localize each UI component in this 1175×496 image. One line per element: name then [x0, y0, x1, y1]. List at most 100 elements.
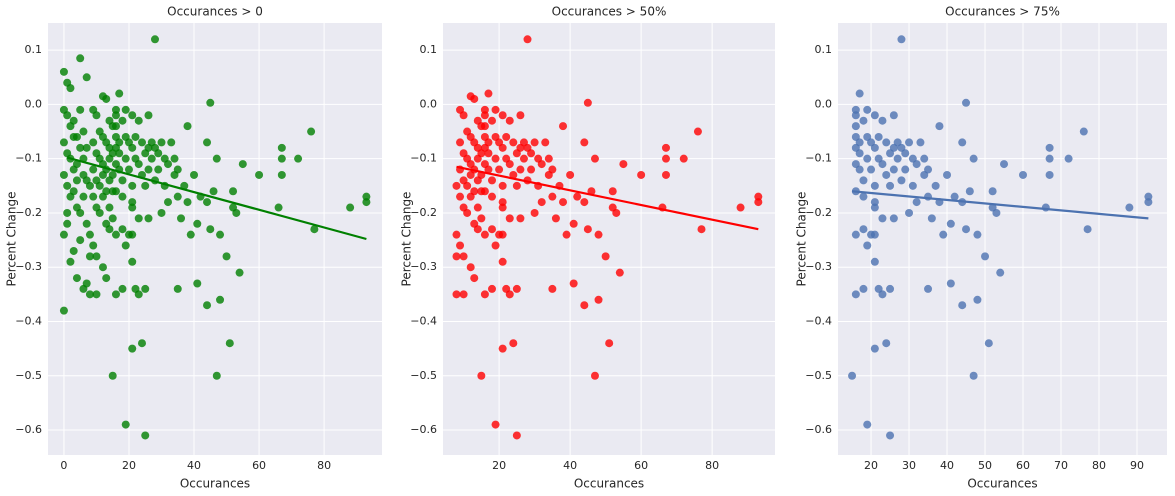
point: [131, 132, 140, 141]
point: [859, 116, 868, 125]
point: [1045, 170, 1054, 179]
point: [996, 268, 1005, 277]
point: [193, 279, 202, 288]
point: [962, 98, 971, 107]
point: [886, 181, 895, 190]
point: [693, 127, 702, 136]
point: [855, 149, 864, 158]
point: [889, 111, 898, 120]
point: [889, 214, 898, 223]
point: [108, 149, 117, 158]
point: [912, 198, 921, 207]
regression-line: [66, 156, 367, 241]
point: [754, 198, 763, 207]
point: [121, 154, 130, 163]
point: [859, 176, 868, 185]
point: [102, 274, 111, 283]
point: [562, 230, 571, 239]
point: [463, 181, 472, 190]
point: [108, 214, 117, 223]
y-tick-label: −0.2: [15, 206, 42, 219]
point: [897, 176, 906, 185]
point: [95, 208, 104, 217]
plot-area: [443, 23, 775, 455]
point: [491, 105, 500, 114]
point: [59, 306, 68, 315]
y-tick-label: −0.6: [15, 423, 42, 436]
point: [477, 214, 486, 223]
point: [141, 431, 150, 440]
point: [346, 203, 355, 212]
point: [874, 284, 883, 293]
point: [927, 214, 936, 223]
x-tick-label: 20: [492, 459, 506, 472]
point: [69, 116, 78, 125]
point: [859, 192, 868, 201]
point: [608, 203, 617, 212]
point: [225, 339, 234, 348]
point: [969, 371, 978, 380]
point: [965, 187, 974, 196]
point: [488, 176, 497, 185]
point: [459, 252, 468, 261]
point: [294, 154, 303, 163]
point: [477, 149, 486, 158]
point: [128, 230, 137, 239]
point: [537, 198, 546, 207]
y-tick-label: 0.1: [815, 43, 833, 56]
point: [164, 198, 173, 207]
point: [661, 143, 670, 152]
point: [477, 371, 486, 380]
point: [512, 431, 521, 440]
point: [59, 67, 68, 76]
point: [72, 176, 81, 185]
point: [569, 279, 578, 288]
point: [516, 111, 525, 120]
point: [277, 154, 286, 163]
x-tick-label: 60: [252, 459, 266, 472]
x-tick-label: 40: [940, 459, 954, 472]
x-tick-label: 20: [122, 459, 136, 472]
y-tick-label: 0.0: [25, 97, 43, 110]
point: [456, 138, 465, 147]
point: [505, 116, 514, 125]
point: [615, 268, 624, 277]
point: [1083, 225, 1092, 234]
point: [498, 344, 507, 353]
chart-title: Occurances > 0: [167, 5, 263, 19]
y-tick-label: −0.5: [15, 369, 42, 382]
point: [619, 160, 628, 169]
point: [85, 290, 94, 299]
point: [1019, 170, 1028, 179]
point: [855, 89, 864, 98]
point: [121, 241, 130, 250]
point: [92, 290, 101, 299]
point: [512, 181, 521, 190]
point: [488, 116, 497, 125]
point: [89, 241, 98, 250]
point: [463, 208, 472, 217]
point: [1064, 154, 1073, 163]
point: [72, 274, 81, 283]
y-tick-label: −0.5: [805, 369, 832, 382]
point: [551, 214, 560, 223]
point: [495, 165, 504, 174]
point: [863, 241, 872, 250]
point: [498, 230, 507, 239]
point: [89, 192, 98, 201]
y-tick-label: −0.4: [805, 314, 832, 327]
point: [480, 230, 489, 239]
point: [111, 111, 120, 120]
point: [118, 225, 127, 234]
point: [498, 111, 507, 120]
point: [85, 230, 94, 239]
point: [105, 225, 114, 234]
point: [946, 219, 955, 228]
x-axis-label: Occurances: [967, 477, 1037, 491]
point: [150, 35, 159, 44]
point: [601, 252, 610, 261]
point: [920, 154, 929, 163]
point: [63, 181, 72, 190]
point: [118, 192, 127, 201]
point: [203, 138, 212, 147]
